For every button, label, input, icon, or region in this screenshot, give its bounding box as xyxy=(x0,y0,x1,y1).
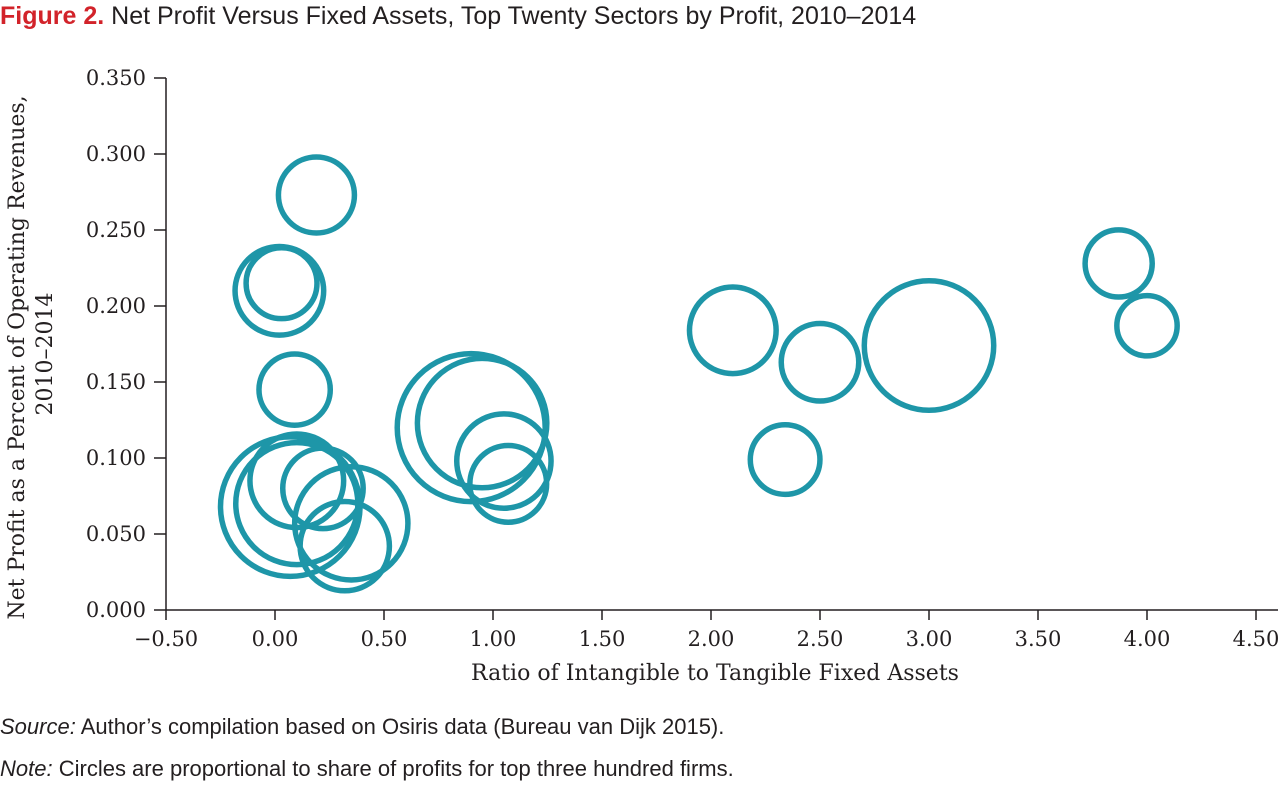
x-tick-label: 2.00 xyxy=(688,627,735,651)
note-label: Note: xyxy=(0,756,53,781)
source-label: Source: xyxy=(0,714,76,739)
bubble-3 xyxy=(243,245,320,322)
x-tick-label: 0.50 xyxy=(361,627,408,651)
figure-title: Figure 2. Net Profit Versus Fixed Assets… xyxy=(0,2,1280,36)
x-tick-label: 1.00 xyxy=(470,627,517,651)
bubble-12 xyxy=(414,355,550,491)
bubble-15 xyxy=(686,284,779,377)
x-tick-label: −0.50 xyxy=(134,627,198,651)
source-note: Source: Author’s compilation based on Os… xyxy=(0,714,1280,746)
bubble-9 xyxy=(291,463,411,583)
note-text: Circles are proportional to share of pro… xyxy=(58,756,734,781)
bubble-layer xyxy=(217,154,1180,594)
y-tick-label: 0.050 xyxy=(86,522,146,546)
y-tick-label: 0.150 xyxy=(86,370,146,394)
axes xyxy=(165,78,1278,611)
bubble-14 xyxy=(467,442,550,525)
y-tick-label: 0.350 xyxy=(86,66,146,90)
bubble-20 xyxy=(1114,292,1180,359)
y-tick-label: 0.200 xyxy=(86,294,146,318)
y-axis-ticks: 0.000 0.050 0.100 0.150 0.200 0.250 0.300 0.350 xyxy=(86,66,166,622)
y-tick-label: 0.000 xyxy=(86,598,146,622)
y-axis-title-line-2: 2010–2014 xyxy=(33,293,58,416)
bubble-8 xyxy=(279,445,366,532)
bubble-17 xyxy=(747,421,823,498)
y-tick-label: 0.250 xyxy=(86,218,146,242)
y-tick-label: 0.300 xyxy=(86,142,146,166)
source-text: Author’s compilation based on Osiris dat… xyxy=(80,714,725,739)
bubble-chart: 0.000 0.050 0.100 0.150 0.200 0.250 0.300 0.350… xyxy=(5,66,1280,686)
figure-title-text: Net Profit Versus Fixed Assets, Top Twen… xyxy=(111,2,917,30)
bubble-18 xyxy=(861,278,997,413)
y-axis-title: Net Profit as a Percent of Operating Rev… xyxy=(5,88,58,619)
bubble-16 xyxy=(778,320,862,404)
x-tick-label: 4.50 xyxy=(1233,627,1280,651)
bubble-13 xyxy=(453,411,554,511)
x-tick-label: 3.50 xyxy=(1015,627,1062,651)
bubble-4 xyxy=(256,351,334,428)
bubble-1 xyxy=(275,154,358,236)
x-tick-label: 1.50 xyxy=(579,627,626,651)
y-tick-label: 0.100 xyxy=(86,446,146,470)
x-tick-label: 3.00 xyxy=(906,627,953,651)
x-tick-label: 2.50 xyxy=(797,627,844,651)
bubble-10 xyxy=(297,498,393,594)
figure-label: Figure 2. xyxy=(0,2,105,30)
x-tick-label: 4.00 xyxy=(1124,627,1171,651)
bubble-19 xyxy=(1082,227,1155,300)
x-axis-ticks: −0.50 0.00 0.50 1.00 1.50 2.00 2.50 3.00 3.50 4.0… xyxy=(134,610,1280,651)
y-axis-title-line-1: Net Profit as a Percent of Operating Rev… xyxy=(5,95,30,619)
x-axis-title: Ratio of Intangible to Tangible Fixed As… xyxy=(471,661,959,686)
x-tick-label: 0.00 xyxy=(252,627,299,651)
figure-note: Note: Circles are proportional to share … xyxy=(0,756,1280,788)
